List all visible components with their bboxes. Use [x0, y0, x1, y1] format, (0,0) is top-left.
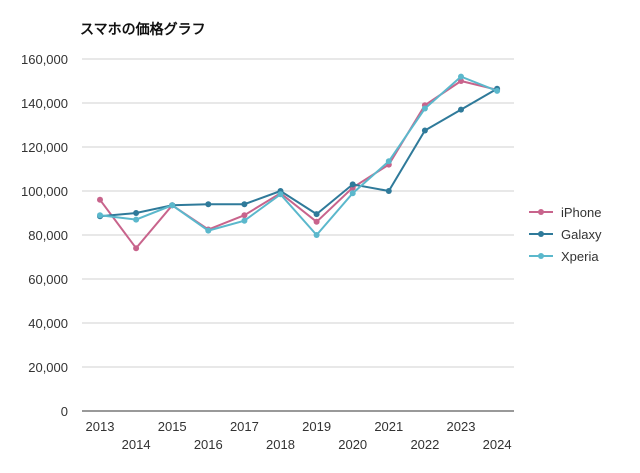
series-line: [99, 79, 498, 250]
x-tick-label: 2020: [338, 437, 367, 452]
data-point: [241, 201, 248, 208]
legend-item-xperia: Xperia: [529, 249, 599, 264]
data-point: [494, 87, 501, 94]
x-tick-label: 2021: [374, 419, 403, 434]
data-point: [349, 190, 356, 197]
legend-label: Xperia: [561, 249, 599, 264]
series-line: [99, 87, 498, 218]
data-point: [385, 188, 392, 194]
series-iphone: [97, 78, 501, 252]
legend-swatch-marker: [538, 231, 544, 237]
series-line: [99, 75, 498, 237]
data-point: [313, 218, 320, 225]
data-point: [97, 196, 103, 203]
series-lines: [97, 73, 501, 252]
legend-swatch-marker: [538, 209, 544, 215]
y-axis-tick-labels: 0 20,000 40,000 60,000 80,000 100,000 120,000 1…: [21, 52, 68, 419]
x-tick-label: 2022: [410, 437, 439, 452]
x-tick-label: 2014: [122, 437, 151, 452]
data-point: [205, 201, 212, 208]
x-tick-label: 2018: [266, 437, 295, 452]
legend-label: iPhone: [561, 205, 601, 220]
x-axis-tick-labels: 2013 2014 2015 2016 2017 2018 2019 2020 2021 2022…: [86, 419, 512, 452]
data-point: [133, 210, 140, 216]
y-tick-label: 100,000: [21, 184, 68, 199]
data-point: [277, 191, 284, 198]
data-point: [313, 232, 320, 238]
data-point: [241, 212, 248, 219]
y-tick-label: 60,000: [28, 272, 68, 287]
series-galaxy: [97, 85, 501, 220]
data-point: [458, 73, 464, 80]
y-tick-label: 20,000: [28, 360, 68, 375]
legend-item-iphone: iPhone: [529, 205, 601, 220]
x-tick-label: 2013: [86, 419, 115, 434]
grid-lines: [82, 58, 514, 412]
data-point: [169, 202, 176, 209]
y-tick-label: 120,000: [21, 140, 68, 155]
legend: iPhone Galaxy Xperia: [529, 205, 602, 264]
data-point: [385, 158, 392, 165]
y-tick-label: 40,000: [28, 316, 68, 331]
data-point: [421, 127, 428, 134]
x-tick-label: 2024: [483, 437, 512, 452]
data-point: [458, 78, 464, 84]
data-point: [133, 245, 140, 252]
y-tick-label: 160,000: [21, 52, 68, 67]
legend-swatch-marker: [538, 253, 544, 259]
chart-title: スマホの価格グラフ: [80, 21, 206, 38]
x-tick-label: 2016: [194, 437, 223, 452]
data-point: [241, 217, 248, 224]
x-tick-label: 2015: [158, 419, 187, 434]
data-point: [458, 106, 464, 113]
legend-item-galaxy: Galaxy: [529, 227, 602, 242]
data-point: [133, 216, 140, 223]
data-point: [349, 181, 356, 188]
data-point: [313, 211, 320, 218]
y-tick-label: 80,000: [28, 228, 68, 243]
x-tick-label: 2017: [230, 419, 259, 434]
x-tick-label: 2019: [302, 419, 331, 434]
series-xperia: [97, 73, 501, 238]
data-point: [97, 212, 103, 219]
data-point: [205, 227, 212, 234]
y-tick-label: 140,000: [21, 96, 68, 111]
legend-label: Galaxy: [561, 227, 602, 242]
data-point: [421, 105, 428, 112]
y-tick-label: 0: [61, 404, 68, 419]
x-tick-label: 2023: [447, 419, 476, 434]
